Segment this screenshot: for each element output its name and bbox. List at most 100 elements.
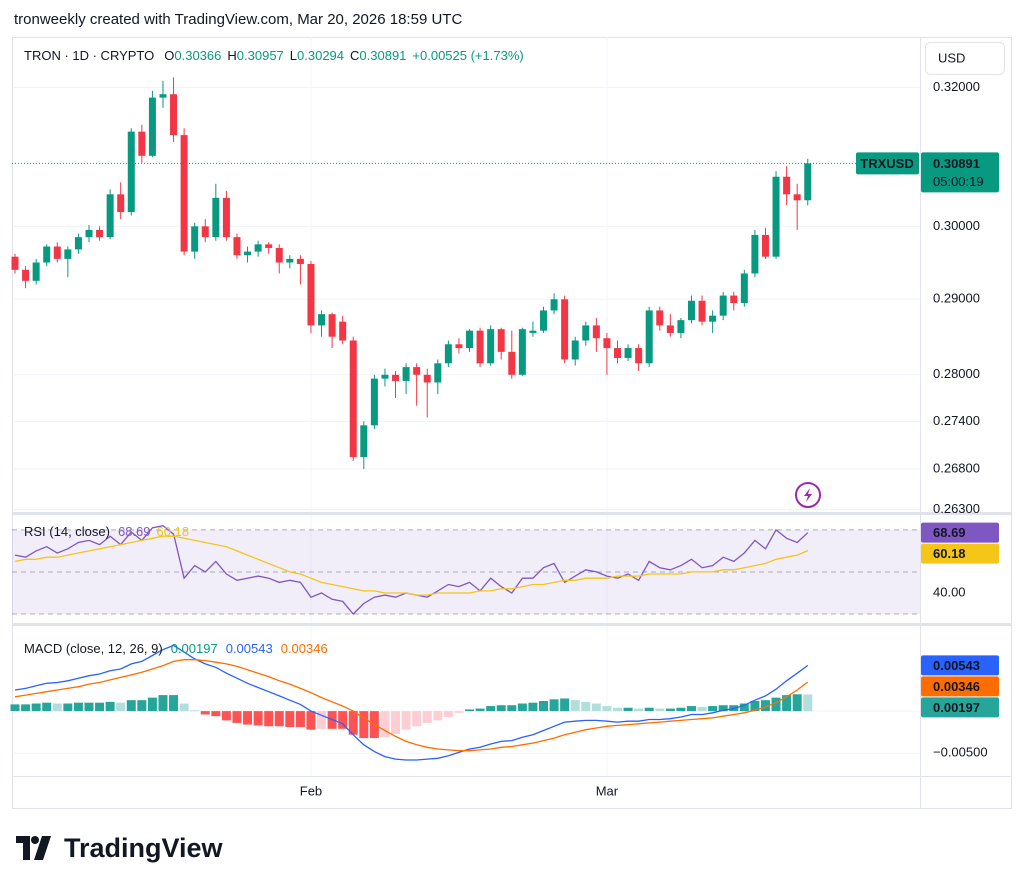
histogram-bar: [338, 711, 348, 729]
histogram-bar: [644, 707, 654, 712]
value-tag-bg: [921, 676, 999, 697]
value-tag: 60.18: [933, 546, 966, 561]
y-tick-label: 40.00: [933, 584, 966, 599]
candle-body: [53, 246, 61, 259]
low-value: 0.30294: [297, 48, 344, 63]
candle-body: [561, 299, 569, 360]
histogram-bar: [581, 701, 591, 712]
y-tick-label: 0.27400: [933, 413, 980, 428]
candle-body: [444, 344, 452, 364]
assistant-icon[interactable]: [795, 482, 821, 508]
candle-body: [74, 237, 82, 250]
candle-body: [254, 244, 262, 252]
histogram-bar: [295, 711, 305, 728]
histogram-bar: [147, 697, 157, 712]
candle-body: [740, 273, 748, 304]
frame: [12, 37, 1012, 809]
candle-body: [624, 348, 632, 358]
value-tag: 0.00346: [933, 679, 980, 694]
ohlc-letter: L: [290, 48, 297, 63]
histogram-bar: [433, 711, 443, 721]
candle-body: [148, 97, 156, 156]
histogram-bar: [486, 706, 496, 712]
histogram-bar: [380, 711, 390, 738]
candle-body: [709, 315, 717, 322]
candle-body: [582, 325, 590, 341]
candle-body: [687, 300, 695, 321]
histogram-bar: [243, 711, 253, 725]
candle-body: [550, 299, 558, 311]
histogram-bar: [306, 711, 316, 730]
legend: TRON · 1D · CRYPTO O0.30366 H0.30957 L0.302…: [24, 48, 524, 63]
close-value: 0.30891: [359, 48, 406, 63]
x-tick-label: Mar: [596, 783, 619, 798]
histogram-bar: [31, 703, 41, 712]
histogram-bar: [317, 711, 327, 729]
histogram-bar: [211, 711, 221, 717]
candle-body: [32, 262, 40, 281]
symbol-tag-bg: [856, 152, 919, 175]
histogram-bar: [105, 701, 115, 712]
candle-body: [751, 234, 759, 274]
histogram-bar: [782, 695, 792, 712]
histogram-bar: [718, 705, 728, 712]
histogram-bar: [602, 706, 612, 712]
candle-body: [296, 258, 304, 264]
candle-body: [43, 246, 51, 263]
credit: tronweekly created with TradingView.com,…: [14, 11, 462, 28]
histogram-bar: [612, 707, 622, 712]
candle-body: [191, 226, 199, 252]
histogram-bar: [52, 703, 62, 712]
candle-body: [518, 329, 526, 375]
value-tag: 0.00543: [933, 658, 980, 673]
candle-body: [170, 94, 178, 136]
y-tick-label: 0.26300: [933, 501, 980, 516]
candle-body: [307, 263, 315, 326]
candle-body: [455, 344, 463, 349]
macd-legend: MACD (close, 12, 26, 9) 0.00197 0.00543 0.0…: [24, 641, 328, 656]
candle-body: [96, 229, 104, 238]
open-value: 0.30366: [174, 48, 221, 63]
rsi-title: RSI (14, close): [24, 524, 110, 539]
histogram-bar: [391, 711, 401, 734]
candle-body: [392, 374, 400, 381]
candle-body: [423, 374, 431, 383]
rsi-line: [14, 535, 809, 596]
high-value: 0.30957: [237, 48, 284, 63]
histogram-bar: [750, 701, 760, 712]
candle-body: [201, 226, 209, 238]
histogram-bar: [285, 711, 295, 728]
candle-body: [64, 249, 72, 259]
histogram-bar: [126, 700, 136, 712]
candle-body: [635, 348, 643, 364]
histogram-bar: [549, 699, 559, 712]
histogram-bar: [401, 711, 411, 730]
candle-body: [677, 320, 685, 333]
histogram-bar: [221, 711, 231, 721]
histogram-bar: [771, 697, 781, 712]
candle-body: [360, 425, 368, 458]
histogram-bar: [412, 711, 422, 727]
candle-body: [529, 330, 537, 333]
candle-body: [761, 234, 769, 257]
candle-body: [476, 330, 484, 364]
currency-button[interactable]: [925, 42, 1005, 75]
candle-body: [180, 135, 188, 252]
macd-value: 0.00543: [226, 641, 273, 656]
candle-body: [286, 258, 294, 263]
value-tag-bg: [921, 543, 999, 564]
histogram-bar: [158, 695, 168, 712]
histogram-value: 0.00197: [171, 641, 218, 656]
histogram-bar: [560, 698, 570, 712]
price-tag-bg: [921, 152, 999, 193]
candle-body: [698, 300, 706, 322]
candle-body: [339, 321, 347, 341]
candle-body: [85, 229, 93, 238]
histogram-bar: [665, 708, 675, 712]
histogram-bar: [539, 701, 548, 712]
histogram-bar: [739, 703, 749, 712]
histogram-bar: [760, 700, 770, 712]
histogram-bar: [264, 711, 274, 727]
candle-body: [497, 329, 505, 352]
candle-body: [11, 256, 19, 270]
